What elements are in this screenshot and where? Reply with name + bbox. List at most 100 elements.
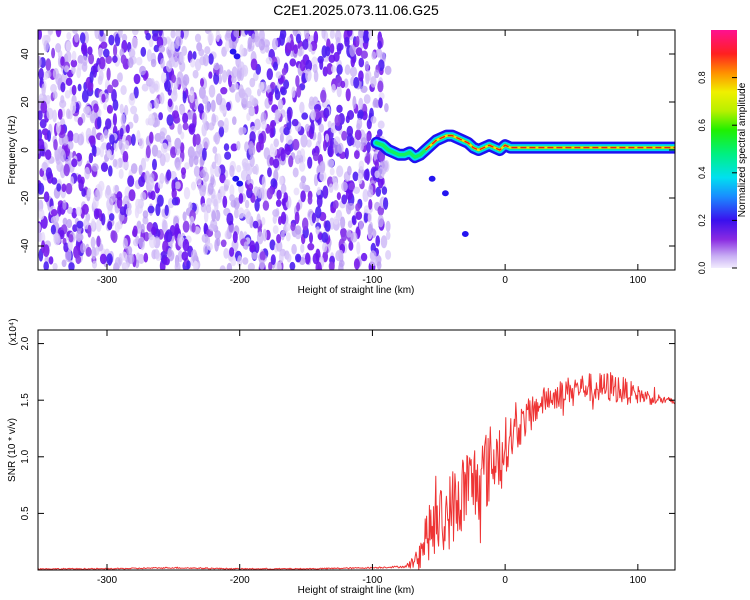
- noise-speckle: [299, 59, 306, 72]
- noise-speckle: [231, 239, 239, 252]
- noise-speckle: [300, 243, 305, 253]
- noise-speckle: [259, 251, 266, 261]
- noise-speckle: [288, 155, 294, 168]
- noise-speckle: [128, 189, 136, 202]
- noise-speckle: [190, 181, 197, 191]
- noise-speckle: [61, 259, 67, 268]
- noise-speckle: [62, 217, 68, 226]
- noise-speckle: [309, 232, 313, 244]
- noise-speckle: [90, 236, 96, 249]
- noise-speckle: [50, 83, 57, 93]
- noise-speckle: [182, 122, 189, 131]
- noise-speckle: [251, 251, 258, 260]
- noise-speckle: [310, 109, 316, 121]
- noise-speckle: [71, 50, 77, 61]
- noise-speckle: [166, 169, 172, 181]
- noise-speckle: [171, 110, 179, 119]
- noise-speckle: [93, 208, 100, 220]
- noise-speckle: [357, 172, 363, 185]
- noise-speckle: [56, 183, 62, 192]
- noise-speckle: [81, 203, 89, 215]
- noise-speckle: [289, 261, 296, 270]
- noise-speckle: [233, 30, 241, 38]
- noise-speckle: [140, 46, 147, 57]
- noise-speckle: [97, 108, 102, 117]
- noise-speckle: [318, 123, 324, 133]
- noise-speckle: [344, 36, 350, 47]
- noise-speckle: [276, 240, 283, 252]
- noise-speckle: [156, 36, 164, 48]
- noise-speckle: [91, 260, 98, 269]
- noise-speckle: [215, 153, 222, 166]
- noise-speckle: [179, 52, 185, 64]
- artifact-speckle: [428, 175, 436, 182]
- noise-speckle: [319, 58, 324, 70]
- noise-speckle: [377, 80, 384, 93]
- noise-speckle: [223, 117, 229, 131]
- noise-speckle: [119, 103, 124, 114]
- noise-speckle: [46, 107, 54, 120]
- noise-speckle: [113, 44, 118, 57]
- noise-speckle: [38, 110, 43, 121]
- noise-speckle: [75, 255, 82, 265]
- noise-speckle: [305, 68, 312, 82]
- noise-speckle: [290, 222, 296, 232]
- noise-speckle: [131, 36, 138, 50]
- noise-speckle: [327, 120, 332, 129]
- noise-speckle: [148, 113, 155, 126]
- noise-speckle: [114, 222, 120, 233]
- noise-speckle: [240, 169, 248, 181]
- noise-speckle: [204, 100, 211, 114]
- noise-speckle: [188, 201, 193, 211]
- noise-speckle: [250, 58, 258, 71]
- noise-speckle: [236, 140, 241, 151]
- noise-speckle: [176, 71, 184, 85]
- noise-speckle: [66, 108, 71, 120]
- noise-speckle: [291, 86, 296, 99]
- noise-speckle: [38, 55, 42, 69]
- noise-speckle: [158, 112, 164, 121]
- spectrogram-ytick-label: -40: [20, 238, 31, 253]
- noise-speckle: [38, 68, 44, 81]
- noise-speckle: [299, 181, 305, 190]
- noise-speckle: [302, 217, 309, 231]
- noise-speckle: [344, 64, 351, 75]
- noise-speckle: [81, 61, 88, 72]
- noise-speckle: [283, 192, 289, 203]
- noise-speckle: [380, 235, 388, 249]
- noise-speckle: [352, 171, 359, 182]
- noise-speckle: [239, 44, 244, 58]
- noise-speckle: [164, 80, 171, 92]
- noise-speckle: [319, 171, 327, 182]
- noise-speckle: [103, 48, 110, 58]
- noise-speckle: [85, 106, 92, 118]
- noise-speckle: [226, 262, 233, 270]
- noise-speckle: [218, 126, 225, 138]
- noise-speckle: [360, 252, 368, 262]
- noise-speckle: [315, 226, 320, 235]
- noise-speckle: [70, 101, 77, 114]
- noise-speckle: [105, 118, 112, 130]
- noise-speckle: [283, 127, 290, 136]
- spectrogram-ylabel: Frequency (Hz): [7, 116, 18, 185]
- noise-speckle: [175, 144, 181, 156]
- noise-speckle: [195, 175, 202, 186]
- noise-speckle: [162, 240, 169, 253]
- noise-speckle: [192, 112, 197, 124]
- noise-speckle: [103, 129, 109, 139]
- spectrogram-xtick-label: -300: [97, 275, 117, 286]
- noise-speckle: [64, 249, 72, 263]
- noise-speckle: [223, 248, 230, 259]
- noise-speckle: [363, 205, 370, 214]
- noise-speckle: [247, 262, 255, 270]
- noise-speckle: [132, 30, 139, 36]
- noise-speckle: [106, 149, 112, 159]
- snr-scale-label: (x10⁴): [8, 318, 19, 345]
- noise-speckle: [133, 73, 141, 85]
- noise-speckle: [81, 188, 87, 197]
- noise-speckle: [273, 146, 278, 157]
- noise-speckle: [329, 167, 335, 176]
- noise-speckle: [220, 239, 227, 248]
- noise-speckle: [213, 198, 218, 207]
